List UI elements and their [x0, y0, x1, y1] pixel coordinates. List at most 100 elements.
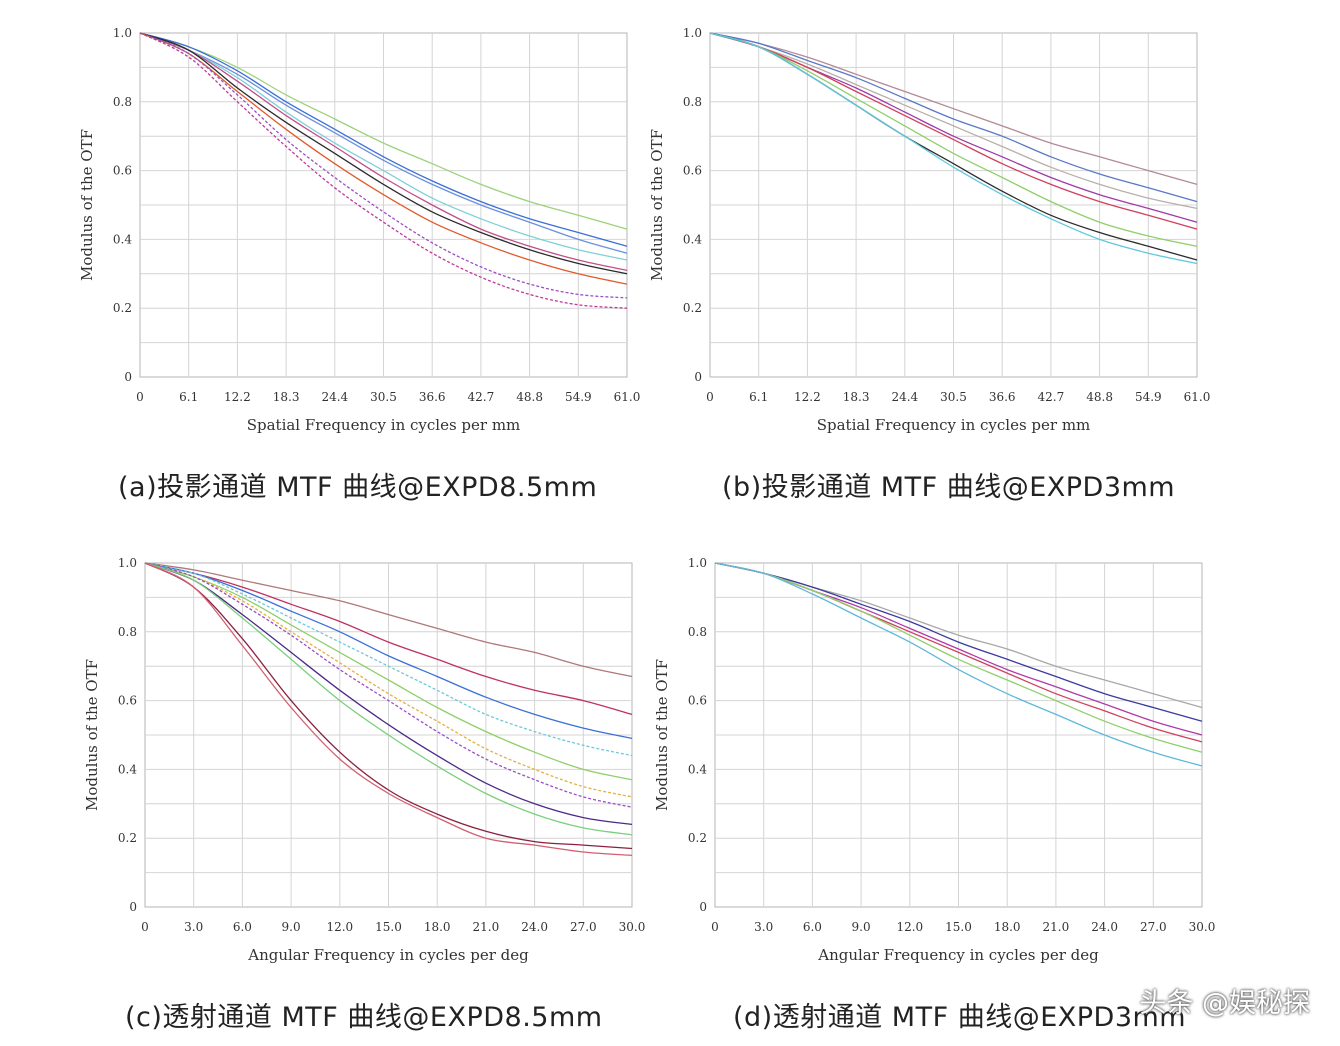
y-tick-label: 0.6 [118, 694, 137, 708]
y-tick-label: 1.0 [688, 556, 707, 570]
y-axis-label: Modulus of the OTF [83, 659, 101, 811]
series-line-s8 [139, 32, 628, 299]
y-tick-label: 0.4 [688, 762, 707, 776]
x-tick-label: 24.4 [891, 390, 918, 404]
y-axis-label: Modulus of the OTF [648, 129, 666, 281]
series-line-s7 [139, 32, 628, 285]
chart-panel-b: 0 6.1 12.2 18.3 24.4 30.5 36.6 42.7 48.8 54.9 61.0… [640, 15, 1260, 503]
series-line-s10 [144, 562, 633, 850]
x-tick-label: 0 [136, 390, 144, 404]
x-tick-label: 3.0 [184, 920, 203, 934]
chart-panel-d: 0 3.0 6.0 9.0 12.0 15.0 18.0 21.0 24.0 27.0 30.0 0 0… [645, 545, 1265, 1033]
x-tick-label: 6.0 [803, 920, 822, 934]
y-tick-label: 0.4 [683, 232, 702, 246]
series-line-s4 [144, 562, 633, 757]
y-tick-label: 0 [699, 900, 707, 914]
x-tick-label: 0 [706, 390, 714, 404]
series-line-s7 [144, 562, 633, 808]
x-tick-label: 6.1 [749, 390, 768, 404]
x-tick-label: 9.0 [852, 920, 871, 934]
x-tick-label: 48.8 [1086, 390, 1113, 404]
series-line-s5 [709, 32, 1198, 230]
caption-c: (c)透射通道 MTF 曲线@EXPD8.5mm [125, 1002, 603, 1033]
y-tick-label: 0.2 [118, 831, 137, 845]
y-tick-label: 0.8 [113, 95, 132, 109]
series-line-s3 [144, 562, 633, 740]
series-line-s6 [714, 562, 1203, 767]
x-tick-label: 30.0 [1189, 920, 1216, 934]
series-line-s1 [709, 32, 1198, 186]
chart-c: 0 3.0 6.0 9.0 12.0 15.0 18.0 21.0 24.0 27.0 30.0 0 0… [83, 556, 646, 964]
x-tick-label: 24.0 [521, 920, 548, 934]
chart-b: 0 6.1 12.2 18.3 24.4 30.5 36.6 42.7 48.8 54.9 61.0… [648, 26, 1211, 434]
x-axis-label: Angular Frequency in cycles per deg [817, 946, 1099, 964]
x-tick-label: 18.0 [994, 920, 1021, 934]
x-tick-label: 30.5 [940, 390, 967, 404]
series-line-s9 [139, 32, 628, 309]
chart-panel-c: 0 3.0 6.0 9.0 12.0 15.0 18.0 21.0 24.0 27.0 30.0 0 0… [75, 545, 695, 1033]
series-line-s6 [709, 32, 1198, 247]
y-tick-label: 0.2 [688, 831, 707, 845]
y-axis-label: Modulus of the OTF [653, 659, 671, 811]
x-axis-label: Spatial Frequency in cycles per mm [817, 416, 1091, 434]
series-line-s5 [144, 562, 633, 781]
x-tick-label: 24.0 [1091, 920, 1118, 934]
x-tick-label: 12.2 [224, 390, 251, 404]
series-line-s2 [139, 32, 628, 247]
series-line-s8 [709, 32, 1198, 265]
y-tick-label: 0.6 [683, 164, 702, 178]
x-tick-label: 18.0 [424, 920, 451, 934]
series-line-s8 [144, 562, 633, 826]
x-tick-label: 0 [711, 920, 719, 934]
chart-a: 0 6.1 12.2 18.3 24.4 30.5 36.6 42.7 48.8 54.9 61.0… [78, 26, 640, 434]
x-tick-label: 21.0 [473, 920, 500, 934]
y-tick-label: 0.2 [683, 301, 702, 315]
series-line-s2 [709, 32, 1198, 203]
x-tick-label: 24.4 [321, 390, 348, 404]
chart-panel-a: 0 6.1 12.2 18.3 24.4 30.5 36.6 42.7 48.8 54.9 61.0… [70, 15, 690, 503]
series-line-s4 [139, 32, 628, 261]
x-tick-label: 12.0 [326, 920, 353, 934]
x-tick-label: 54.9 [565, 390, 592, 404]
y-tick-label: 0.2 [113, 301, 132, 315]
x-tick-label: 9.0 [282, 920, 301, 934]
x-tick-label: 36.6 [989, 390, 1016, 404]
x-tick-label: 30.0 [619, 920, 646, 934]
series-line-s2 [144, 562, 633, 716]
y-tick-label: 0.6 [113, 164, 132, 178]
y-tick-label: 0.8 [683, 95, 702, 109]
series-line-s5 [714, 562, 1203, 753]
y-tick-label: 0.8 [688, 625, 707, 639]
y-tick-label: 0.4 [118, 762, 137, 776]
x-tick-label: 48.8 [516, 390, 543, 404]
x-tick-label: 54.9 [1135, 390, 1162, 404]
series-line-s3 [709, 32, 1198, 210]
y-axis-label: Modulus of the OTF [78, 129, 96, 281]
x-tick-label: 0 [141, 920, 149, 934]
x-tick-label: 61.0 [1184, 390, 1211, 404]
x-axis-label: Spatial Frequency in cycles per mm [247, 416, 521, 434]
x-tick-label: 6.0 [233, 920, 252, 934]
x-tick-label: 36.6 [419, 390, 446, 404]
x-axis-label: Angular Frequency in cycles per deg [247, 946, 529, 964]
series-line-s3 [139, 32, 628, 254]
y-tick-label: 0 [124, 370, 132, 384]
x-tick-label: 27.0 [570, 920, 597, 934]
x-tick-label: 30.5 [370, 390, 397, 404]
x-tick-label: 42.7 [1038, 390, 1065, 404]
x-tick-label: 12.2 [794, 390, 821, 404]
x-tick-label: 18.3 [843, 390, 870, 404]
x-tick-label: 27.0 [1140, 920, 1167, 934]
caption-b: (b)投影通道 MTF 曲线@EXPD3mm [722, 472, 1176, 503]
x-tick-label: 18.3 [273, 390, 300, 404]
chart-d: 0 3.0 6.0 9.0 12.0 15.0 18.0 21.0 24.0 27.0 30.0 0 0… [653, 556, 1216, 964]
series-line-s11 [144, 562, 633, 857]
y-tick-label: 0.8 [118, 625, 137, 639]
x-tick-label: 15.0 [945, 920, 972, 934]
x-tick-label: 21.0 [1043, 920, 1070, 934]
y-tick-label: 0.4 [113, 232, 132, 246]
watermark-text: 头条 @娱秘探 [1139, 988, 1310, 1019]
series-line-s6 [139, 32, 628, 275]
caption-a: (a)投影通道 MTF 曲线@EXPD8.5mm [118, 472, 598, 503]
x-tick-label: 3.0 [754, 920, 773, 934]
